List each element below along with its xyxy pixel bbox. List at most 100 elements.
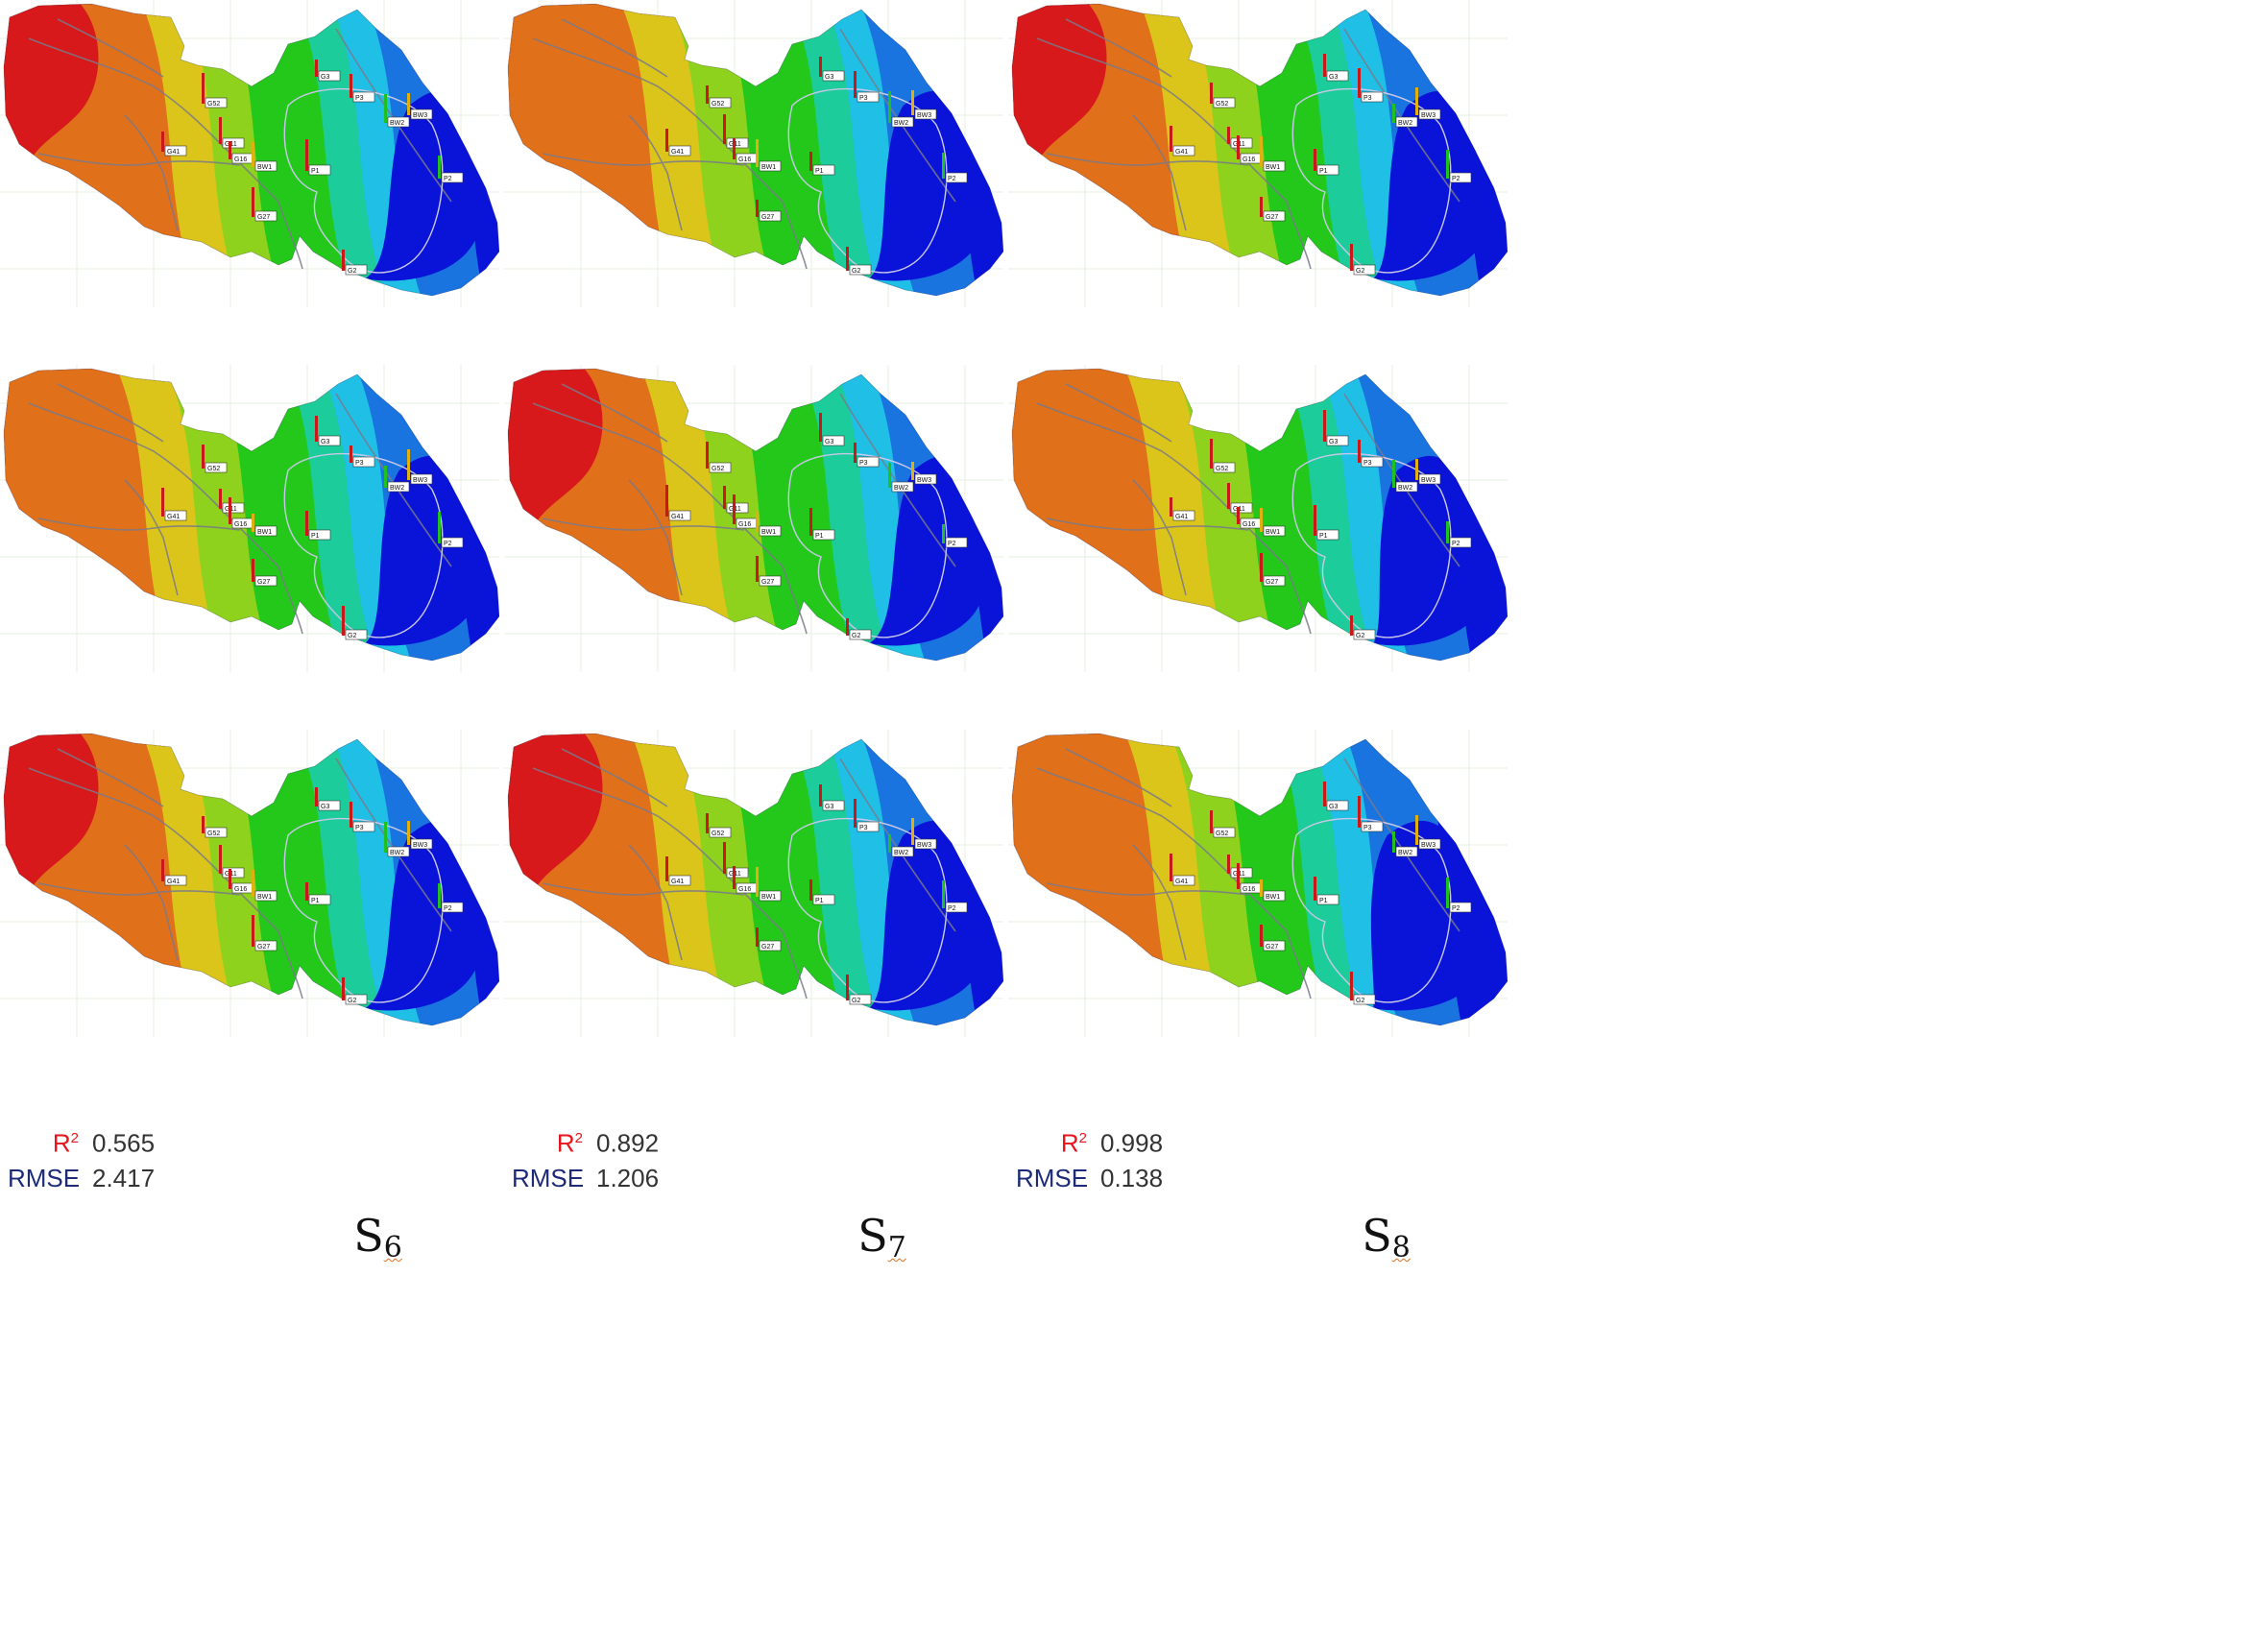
station-marker: G27 — [252, 915, 277, 951]
station-bar — [1260, 553, 1263, 582]
station-bar — [161, 132, 164, 152]
station-bar — [1358, 440, 1361, 463]
station-bar — [384, 466, 387, 488]
station-label: G16 — [234, 521, 247, 528]
station-marker: G3 — [315, 416, 341, 446]
station-marker: G27 — [756, 927, 782, 951]
station-bar — [706, 442, 709, 469]
station-bar — [229, 497, 231, 524]
r2-label: R2 — [1060, 1128, 1087, 1158]
station-marker: G52 — [706, 442, 732, 473]
panel-caption: S8 — [1008, 1210, 1764, 1264]
station-bar — [202, 816, 205, 833]
station-label: G3 — [825, 439, 833, 445]
lake-outline — [787, 817, 948, 1003]
rmse-label: RMSE — [1016, 1163, 1089, 1192]
map-panel-s0: G3P3G52BW3BW2G41G11G16BW1P1P2G27G2 R20.5… — [0, 0, 756, 545]
station-label: G2 — [1356, 998, 1364, 1004]
station-label: BW3 — [1421, 112, 1436, 119]
station-label: P1 — [311, 168, 320, 175]
station-marker: P3 — [1358, 440, 1384, 468]
station-label: G2 — [852, 998, 860, 1004]
station-marker: G3 — [315, 787, 341, 811]
station-marker: G52 — [202, 73, 228, 108]
station-label: G16 — [738, 156, 751, 163]
station-marker: BW3 — [1415, 459, 1441, 485]
station-bar — [1237, 863, 1240, 889]
station-label: BW1 — [257, 164, 272, 171]
station-label: BW2 — [390, 485, 404, 492]
station-marker: P2 — [1446, 878, 1472, 913]
station-label: G2 — [348, 268, 356, 275]
station-marker: P1 — [809, 879, 835, 905]
station-bar — [723, 114, 726, 144]
station-marker: BW2 — [888, 463, 914, 493]
station-marker: P1 — [1314, 149, 1339, 176]
station-marker: P2 — [942, 880, 968, 913]
station-label: G52 — [712, 101, 724, 108]
contour-band — [1370, 820, 1489, 1011]
station-bar — [252, 514, 254, 532]
station-bar — [1350, 244, 1353, 271]
station-bar — [1323, 54, 1326, 77]
station-label: BW1 — [257, 894, 272, 901]
station-marker: G3 — [819, 413, 845, 446]
station-marker: P3 — [350, 74, 375, 103]
station-label: P1 — [1319, 898, 1328, 904]
rmse-value: 1.206 — [596, 1163, 660, 1192]
station-label: BW2 — [390, 850, 404, 856]
station-label: BW2 — [894, 120, 908, 127]
station-marker: P2 — [942, 524, 968, 548]
station-label: G41 — [671, 879, 684, 885]
station-label: G52 — [1216, 831, 1228, 837]
station-marker: G3 — [315, 60, 341, 82]
station-bar — [942, 880, 945, 908]
station-bar — [733, 138, 736, 159]
lake-outline — [1291, 452, 1452, 638]
station-bar — [342, 250, 345, 271]
station-bar — [888, 834, 891, 853]
station-label: G3 — [1329, 439, 1338, 445]
contour-band — [1373, 90, 1489, 281]
station-label: G3 — [321, 74, 329, 81]
station-label: G41 — [1175, 879, 1188, 885]
station-bar — [305, 511, 308, 536]
station-label: G41 — [1175, 514, 1188, 520]
station-label: P3 — [355, 825, 364, 831]
station-marker: BW2 — [1392, 831, 1418, 857]
station-label: P3 — [355, 95, 364, 102]
station-marker: G2 — [846, 618, 872, 640]
contour-band — [365, 820, 481, 1011]
station-bar — [1314, 505, 1316, 536]
station-marker: BW3 — [911, 818, 937, 850]
station-bar — [854, 443, 857, 463]
station-bar — [846, 618, 849, 636]
station-label: G2 — [852, 268, 860, 275]
panel-caption: S6 — [0, 1210, 756, 1264]
station-label: G52 — [207, 101, 220, 108]
station-marker: BW1 — [1260, 879, 1286, 902]
station-marker: BW3 — [911, 90, 937, 120]
station-label: BW2 — [390, 120, 404, 127]
station-marker: G41 — [1170, 126, 1195, 156]
station-label: BW3 — [917, 477, 931, 484]
station-bar — [252, 559, 254, 582]
fit-statistics: R2 0.565 RMSE 2.417 — [8, 1121, 155, 1195]
caption-main: S — [353, 1210, 384, 1262]
station-label: G27 — [761, 214, 774, 221]
station-bar — [1314, 149, 1316, 171]
station-bar — [756, 511, 759, 532]
station-marker: BW1 — [756, 511, 782, 537]
station-bar — [161, 488, 164, 517]
lake-outline — [1291, 817, 1452, 1003]
station-bar — [756, 927, 759, 947]
station-label: G27 — [1266, 214, 1278, 221]
station-bar — [723, 842, 726, 874]
station-label: G41 — [167, 879, 180, 885]
station-marker: G2 — [1350, 615, 1376, 640]
station-bar — [1260, 197, 1263, 217]
station-marker: G52 — [706, 85, 732, 108]
station-label: BW1 — [761, 164, 776, 171]
station-marker: BW2 — [1392, 460, 1418, 493]
station-label: P3 — [355, 460, 364, 467]
